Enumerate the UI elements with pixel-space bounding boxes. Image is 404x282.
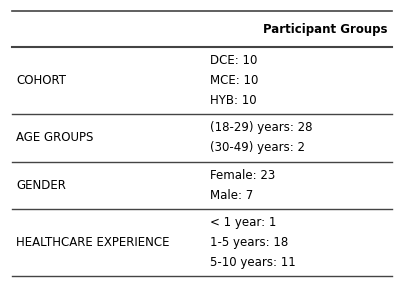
Text: COHORT: COHORT: [16, 74, 66, 87]
Text: DCE: 10: DCE: 10: [210, 54, 257, 67]
Text: AGE GROUPS: AGE GROUPS: [16, 131, 94, 144]
Text: < 1 year: 1: < 1 year: 1: [210, 216, 276, 229]
Text: Female: 23: Female: 23: [210, 169, 276, 182]
Text: MCE: 10: MCE: 10: [210, 74, 259, 87]
Text: GENDER: GENDER: [16, 179, 66, 192]
Text: Participant Groups: Participant Groups: [263, 23, 388, 36]
Text: (30-49) years: 2: (30-49) years: 2: [210, 142, 305, 155]
Text: HYB: 10: HYB: 10: [210, 94, 257, 107]
Text: HEALTHCARE EXPERIENCE: HEALTHCARE EXPERIENCE: [16, 236, 170, 249]
Text: 5-10 years: 11: 5-10 years: 11: [210, 256, 296, 269]
Text: (18-29) years: 28: (18-29) years: 28: [210, 121, 313, 134]
Text: Male: 7: Male: 7: [210, 189, 253, 202]
Text: 1-5 years: 18: 1-5 years: 18: [210, 236, 288, 249]
